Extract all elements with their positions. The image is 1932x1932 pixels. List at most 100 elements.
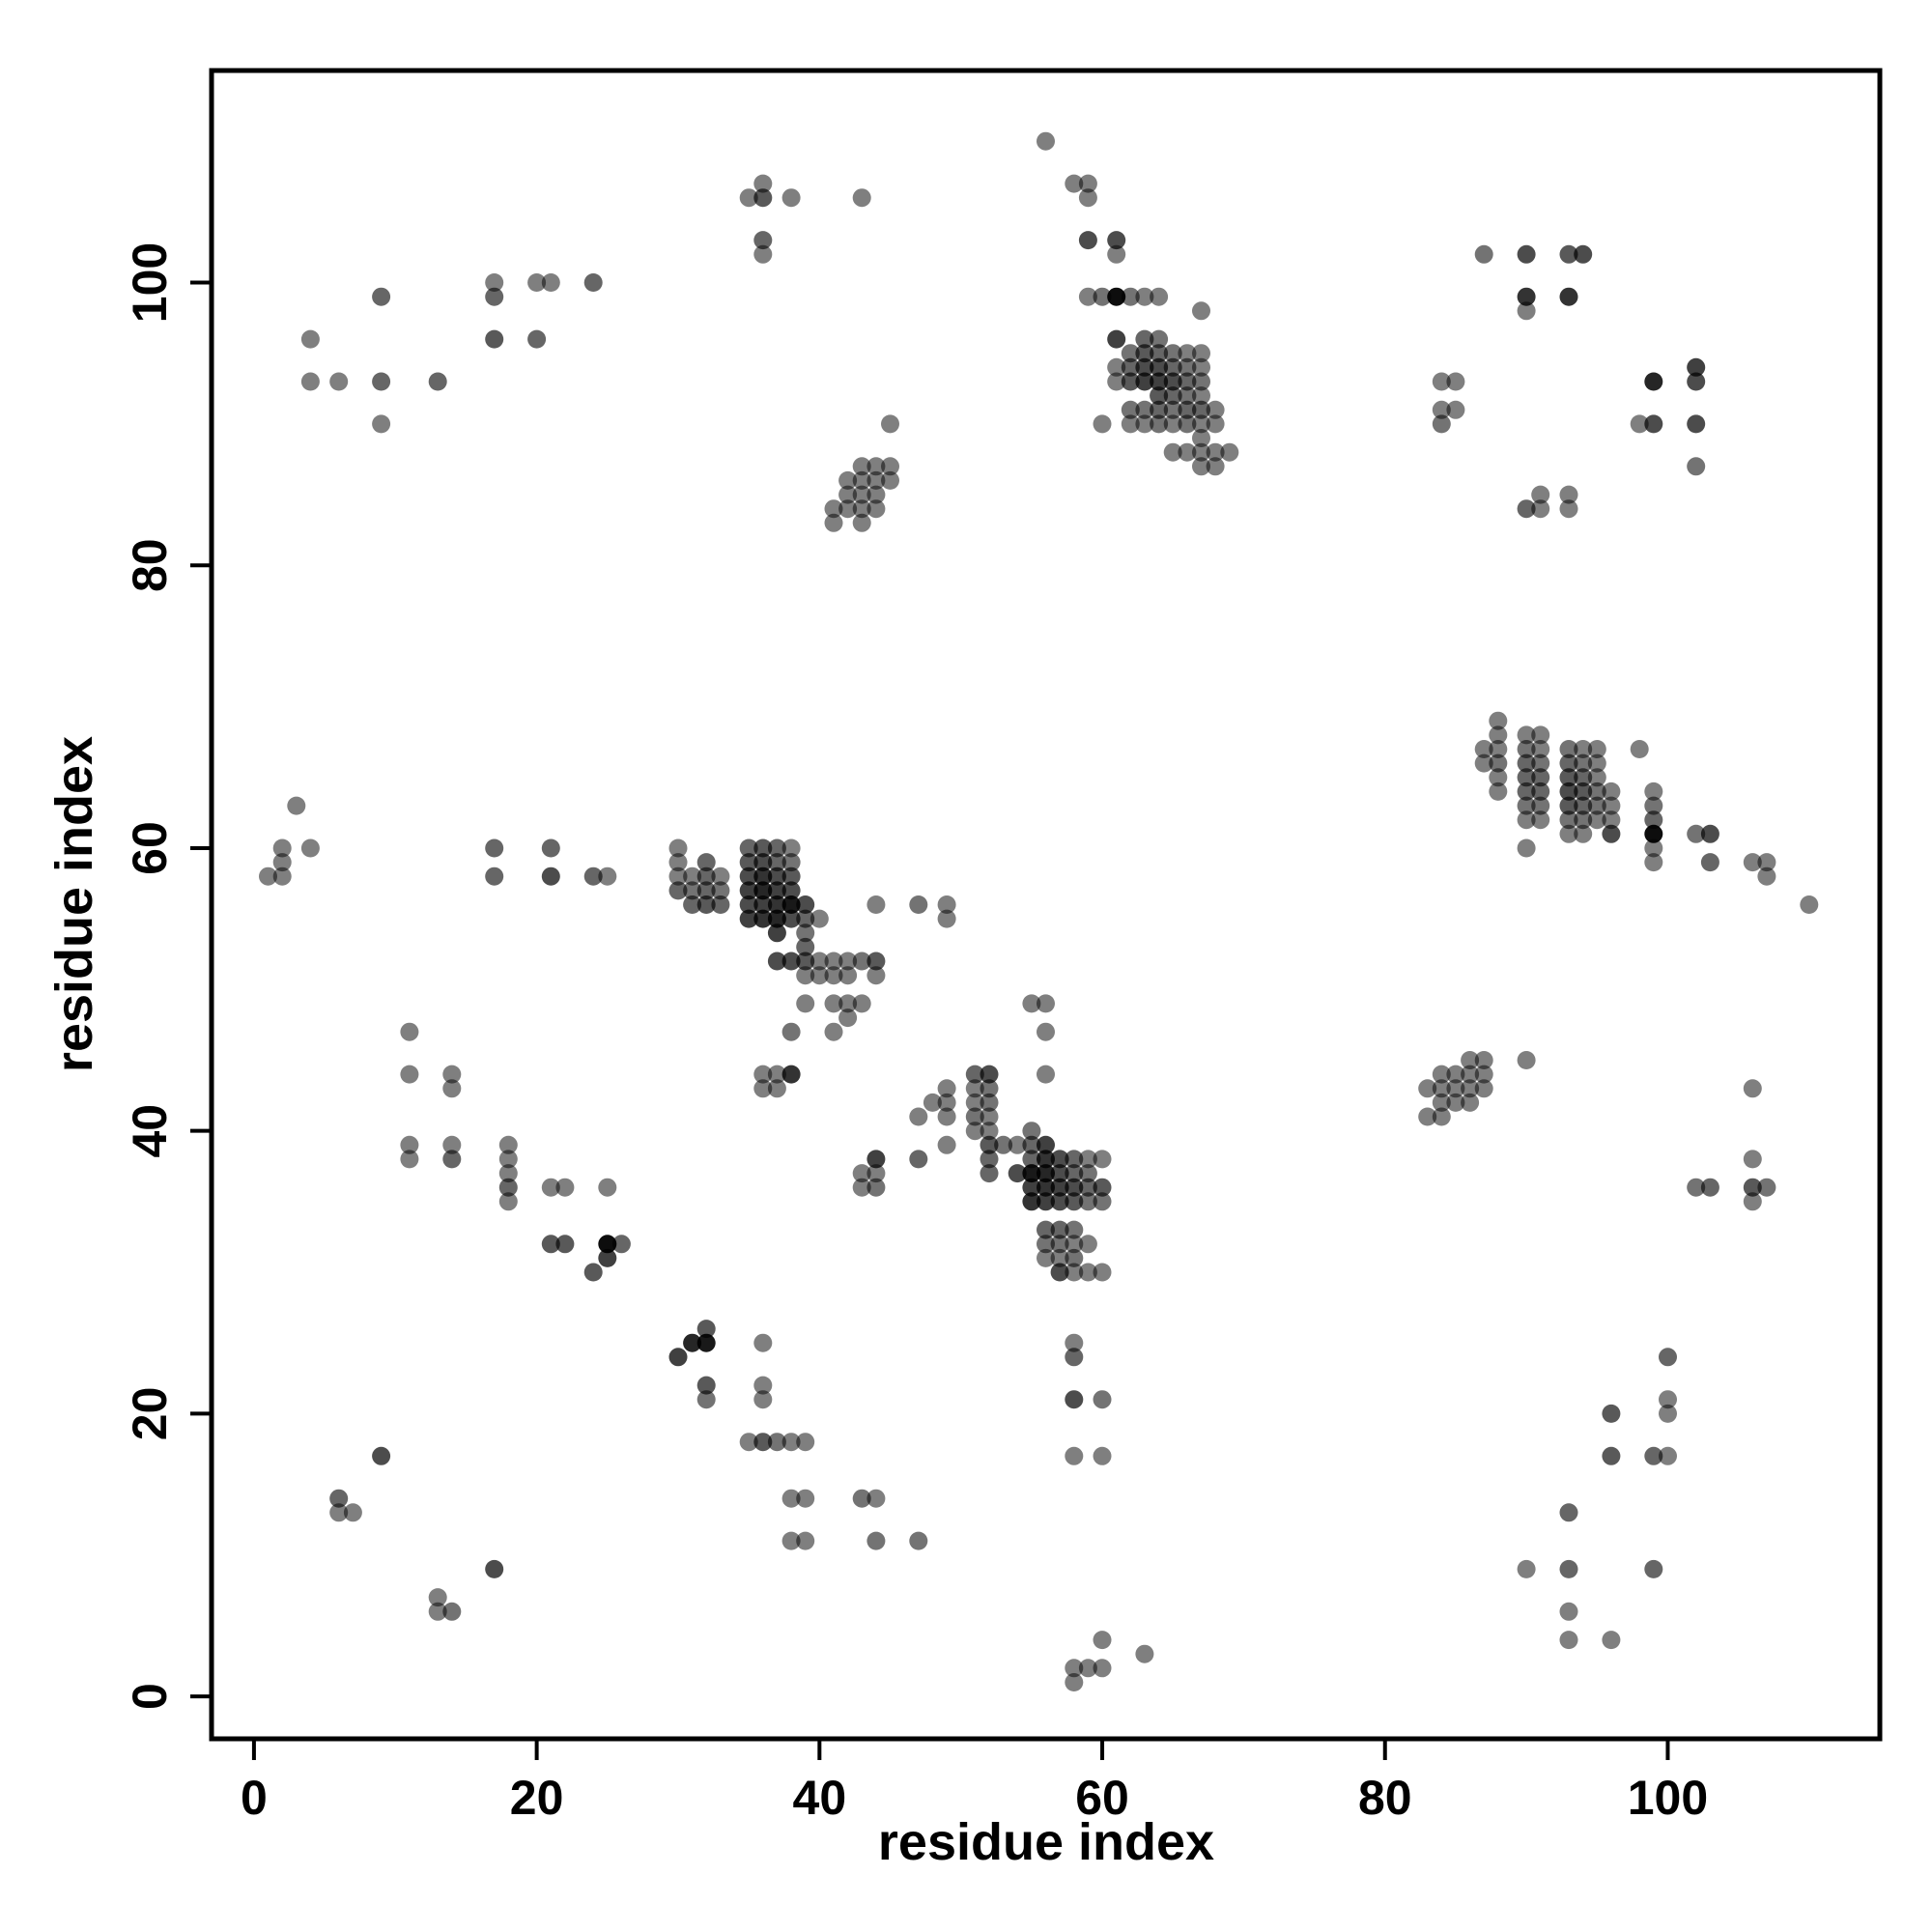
data-point (1587, 768, 1606, 787)
data-point (1743, 1178, 1762, 1197)
data-point (781, 853, 801, 872)
data-point (1121, 357, 1140, 377)
data-point (781, 867, 801, 886)
data-point (400, 1022, 419, 1041)
data-point (1531, 740, 1550, 758)
data-point (1517, 753, 1536, 773)
data-point (781, 838, 801, 858)
data-point (1644, 853, 1663, 872)
data-point (696, 1376, 716, 1395)
data-point (796, 966, 815, 985)
data-point (1574, 796, 1593, 815)
data-point (1587, 740, 1606, 758)
data-point (372, 287, 391, 306)
data-point (485, 287, 504, 306)
data-point (852, 1178, 871, 1197)
data-point (1065, 1333, 1084, 1352)
data-point (300, 372, 320, 391)
data-point (1559, 796, 1578, 815)
data-point (1432, 1079, 1451, 1098)
data-point (1644, 824, 1663, 843)
data-point (838, 485, 858, 504)
data-point (1517, 499, 1536, 519)
data-point (1757, 1178, 1776, 1197)
data-point (668, 838, 688, 858)
data-point (442, 1079, 462, 1098)
data-point (1559, 753, 1578, 773)
data-point (753, 231, 773, 250)
data-point (1107, 372, 1126, 391)
data-point (1107, 287, 1126, 306)
data-point (1559, 810, 1578, 830)
data-point (1630, 414, 1649, 434)
data-point (1022, 1178, 1041, 1197)
data-point (796, 937, 815, 956)
data-point (781, 895, 801, 914)
data-point (1078, 1263, 1097, 1282)
data-point (1037, 994, 1055, 1013)
data-point (1559, 1602, 1578, 1621)
data-point (1644, 810, 1663, 830)
data-point (329, 372, 349, 391)
data-point (555, 1178, 575, 1197)
data-point (1008, 1135, 1027, 1154)
data-point (1800, 895, 1819, 914)
data-point (1037, 1135, 1055, 1154)
data-point (1050, 1263, 1069, 1282)
data-point (498, 1192, 518, 1211)
data-point (1150, 357, 1169, 377)
data-point (1446, 372, 1465, 391)
data-point (541, 273, 560, 292)
data-point (1135, 344, 1154, 363)
data-point (400, 1065, 419, 1084)
data-point (867, 1150, 886, 1169)
data-point (824, 966, 843, 985)
data-point (442, 1150, 462, 1169)
data-point (980, 1093, 999, 1112)
data-point (781, 1065, 801, 1084)
data-point (881, 414, 899, 434)
data-point (1489, 740, 1508, 758)
data-point (767, 952, 786, 971)
data-point (796, 1433, 815, 1452)
data-point (739, 867, 758, 886)
data-point (739, 909, 758, 928)
data-point (1531, 753, 1550, 773)
data-point (498, 1150, 518, 1169)
data-point (1700, 1178, 1719, 1197)
data-point (867, 499, 886, 519)
data-point (1150, 372, 1169, 391)
data-point (1659, 1404, 1677, 1423)
data-point (1432, 1065, 1451, 1084)
data-point (965, 1107, 984, 1126)
data-point (1602, 781, 1621, 801)
data-point (1037, 1022, 1055, 1041)
data-point (668, 853, 688, 872)
data-point (1432, 414, 1451, 434)
data-point (838, 994, 858, 1013)
data-point (1163, 344, 1182, 363)
data-point (1602, 810, 1621, 830)
data-point (1446, 1079, 1465, 1098)
data-point (767, 838, 786, 858)
data-point (838, 499, 858, 519)
y-axis: 0 20 40 60 80 100 (123, 242, 212, 1710)
data-point (852, 994, 871, 1013)
data-point (1461, 1093, 1480, 1112)
data-point (909, 1150, 928, 1169)
data-point (1163, 414, 1182, 434)
data-point (852, 513, 871, 532)
data-point (1178, 372, 1197, 391)
data-point (767, 853, 786, 872)
data-point (1602, 1404, 1621, 1423)
data-point (1517, 244, 1536, 264)
data-point (1220, 442, 1239, 462)
data-point (1037, 1235, 1055, 1254)
data-point (1065, 174, 1084, 193)
data-point (1474, 244, 1493, 264)
data-point (867, 966, 886, 985)
data-point (1192, 414, 1210, 434)
data-point (541, 838, 560, 858)
data-point (781, 1433, 801, 1452)
data-point (1206, 442, 1225, 462)
